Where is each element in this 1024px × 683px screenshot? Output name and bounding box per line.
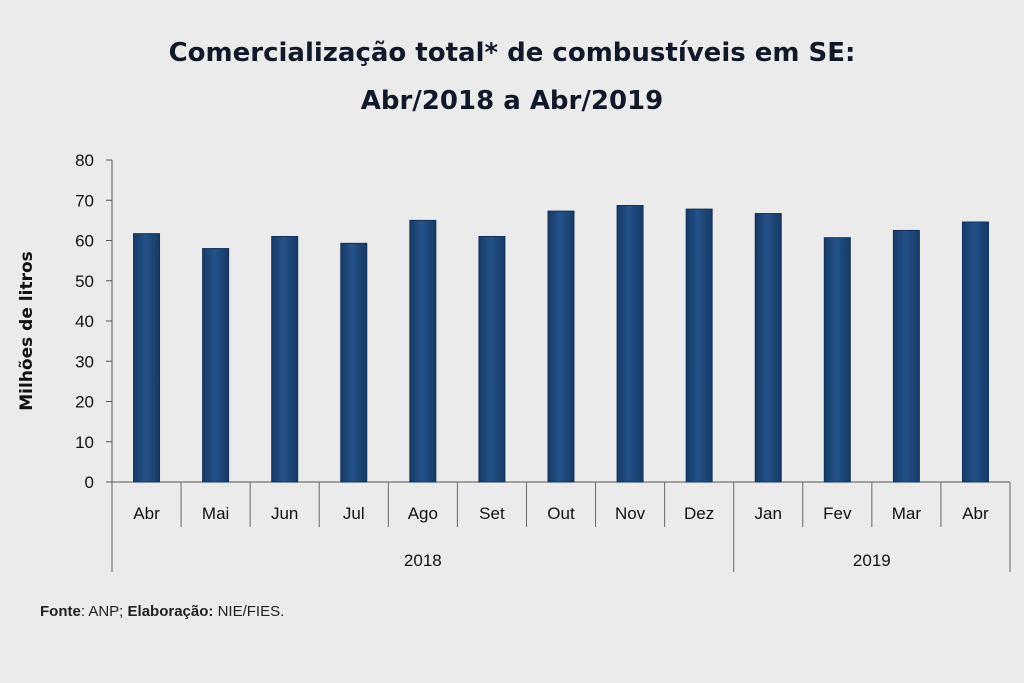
x-category-label: Jan (755, 504, 782, 523)
x-category-label: Set (479, 504, 505, 523)
bar (478, 235, 506, 483)
bar (685, 208, 713, 483)
bar (892, 229, 920, 483)
x-category-label: Mar (892, 504, 922, 523)
x-category-label: Fev (823, 504, 852, 523)
x-category-label: Jul (343, 504, 365, 523)
y-tick-label: 10 (75, 433, 94, 452)
x-category-label: Abr (962, 504, 989, 523)
x-category-label: Abr (133, 504, 160, 523)
x-group-label: 2018 (404, 551, 442, 570)
x-category-label: Jun (271, 504, 298, 523)
bar (409, 219, 437, 483)
bar (823, 237, 851, 483)
x-group-label: 2019 (853, 551, 891, 570)
x-category-label: Mai (202, 504, 229, 523)
source-note: Fonte: ANP; Elaboração: NIE/FIES. (40, 603, 284, 620)
y-axis-title: Milhões de litros (17, 251, 37, 411)
source-value: : ANP; (80, 603, 124, 620)
bar (340, 242, 368, 483)
bar (133, 233, 161, 483)
chart-title-line-2: Abr/2018 a Abr/2019 (360, 86, 664, 116)
y-tick-label: 50 (75, 272, 94, 291)
bar (271, 235, 299, 483)
x-category-label: Ago (408, 504, 438, 523)
y-tick-label: 60 (75, 232, 94, 251)
x-category-label: Out (547, 504, 575, 523)
source-label: Fonte (40, 603, 81, 620)
bar (616, 204, 644, 483)
y-tick-label: 0 (85, 473, 94, 492)
bar (961, 221, 989, 483)
elaboration-label: Elaboração: (127, 603, 214, 620)
chart-title-line-1: Comercialização total* de combustíveis e… (168, 38, 856, 68)
y-tick-label: 20 (75, 393, 94, 412)
bar (754, 213, 782, 483)
x-category-label: Dez (684, 504, 714, 523)
y-tick-label: 30 (75, 352, 94, 371)
bar (547, 210, 575, 483)
bar-chart: 0 10 20 30 40 50 60 70 80 Milhões de litros Abr Mai… (17, 151, 1011, 572)
y-tick-label: 70 (75, 191, 94, 210)
bar (202, 248, 230, 483)
x-category-label: Nov (615, 504, 646, 523)
y-tick-label: 40 (75, 312, 94, 331)
y-tick-label: 80 (75, 151, 94, 170)
elaboration-value: NIE/FIES. (213, 603, 285, 620)
